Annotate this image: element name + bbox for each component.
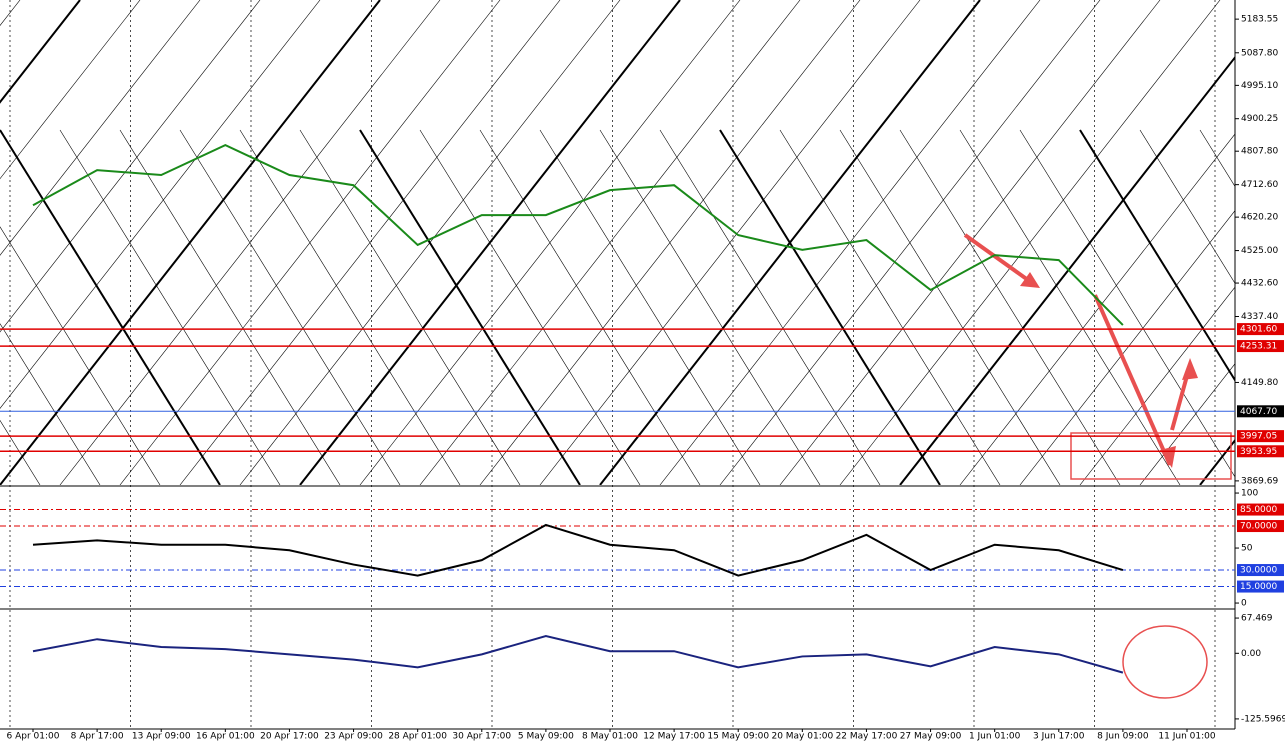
y-tick-label: 50 (1241, 544, 1253, 554)
channel-line (599, 129, 821, 485)
x-tick-label: 5 May 09:00 (518, 732, 574, 742)
channel-line (119, 129, 341, 485)
x-tick-label: 20 May 01:00 (771, 732, 833, 742)
x-tick-label: 20 Apr 17:00 (260, 732, 319, 742)
channel-line (0, 323, 101, 485)
series-line (32, 635, 1124, 674)
level-tag (1237, 580, 1284, 593)
level-tag-label: 85.0000 (1240, 505, 1277, 515)
channel-line (359, 129, 581, 485)
level-tag (1237, 520, 1284, 533)
channel-line (239, 129, 461, 485)
series-line (32, 523, 1124, 577)
channel-line (0, 0, 141, 180)
level-tag (1237, 564, 1284, 577)
channel-line (1019, 129, 1235, 478)
channels (0, 0, 1235, 485)
arrow (963, 233, 1037, 287)
y-tick-label: 67.469 (1241, 614, 1273, 624)
level-tag (1237, 503, 1284, 516)
channel-line (299, 129, 521, 485)
x-tick-label: 16 Apr 01:00 (196, 732, 255, 742)
x-tick-label: 30 Apr 17:00 (452, 732, 511, 742)
y-tick-label: 4900.25 (1241, 114, 1278, 124)
channel-line (1139, 363, 1235, 485)
y-tick-label: -125.5969 (1241, 714, 1285, 724)
channel-line (0, 0, 81, 104)
circle (1122, 625, 1208, 699)
arrow-head (1020, 272, 1040, 288)
x-tick-label: 8 May 01:00 (582, 732, 638, 742)
channel-line (479, 129, 701, 485)
x-tick-label: 22 May 17:00 (836, 732, 898, 742)
level-tag (1237, 430, 1284, 443)
channel-line (1079, 129, 1235, 383)
target-box (1070, 432, 1232, 480)
level-tag-label: 70.0000 (1240, 522, 1277, 532)
channel-line (719, 129, 941, 485)
channel-line (959, 129, 1181, 485)
x-tick-label: 1 Jun 01:00 (969, 732, 1021, 742)
x-tick-label: 8 Jun 09:00 (1097, 732, 1149, 742)
x-tick-label: 28 Apr 01:00 (388, 732, 447, 742)
y-tick-label: 4525.00 (1241, 246, 1278, 256)
y-tick-label: 3869.69 (1241, 476, 1278, 486)
channel-line (0, 226, 161, 485)
y-tick-label: 4432.60 (1241, 279, 1278, 289)
channel-line (839, 129, 1061, 485)
level-tag (1237, 340, 1284, 353)
y-tick-label: 4995.10 (1241, 81, 1278, 91)
level-tag-label: 15.0000 (1240, 582, 1277, 592)
x-tick-label: 11 Jun 01:00 (1158, 732, 1215, 742)
x-tick-label: 27 May 09:00 (900, 732, 962, 742)
y-tick-label: 0 (1241, 599, 1247, 609)
level-tag-label: 4067.70 (1240, 407, 1277, 417)
level-tag (1237, 323, 1284, 336)
level-tag (1237, 405, 1284, 418)
level-tag-label: 3997.05 (1240, 432, 1277, 442)
x-tick-label: 12 May 17:00 (643, 732, 705, 742)
channel-line (179, 129, 401, 485)
channel-line (779, 129, 1001, 485)
y-tick-label: 4807.80 (1241, 147, 1278, 157)
x-tick-label: 13 Apr 09:00 (132, 732, 191, 742)
y-tick-label: 100 (1241, 489, 1258, 499)
x-tick-label: 8 Apr 17:00 (71, 732, 124, 742)
channel-line (899, 129, 1121, 485)
channel-line (539, 129, 761, 485)
level-tag-label: 4301.60 (1240, 325, 1277, 335)
x-tick-label: 23 Apr 09:00 (324, 732, 383, 742)
y-tick-label: 4620.20 (1241, 213, 1278, 223)
level-tag-label: 4253.31 (1240, 342, 1277, 352)
channel-line (59, 129, 281, 485)
channel-line (0, 129, 221, 485)
y-tick-label: 5183.55 (1241, 15, 1278, 25)
channel-line (1139, 129, 1235, 284)
channel-line (419, 129, 641, 485)
x-tick-label: 3 Jun 17:00 (1033, 732, 1085, 742)
arrow-head (1182, 358, 1198, 380)
y-tick-label: 4337.40 (1241, 312, 1278, 322)
y-tick-label: 5087.80 (1241, 48, 1278, 58)
drawing-objects (0, 0, 1235, 729)
series-line (32, 144, 1124, 326)
level-tag (1237, 445, 1284, 458)
y-tick-label: 0.00 (1241, 649, 1261, 659)
channel-line (0, 419, 41, 485)
y-tick-label: 4712.60 (1241, 180, 1278, 190)
y-tick-label: 4149.80 (1241, 378, 1278, 388)
level-tag-label: 3953.95 (1240, 447, 1277, 457)
x-tick-label: 15 May 09:00 (707, 732, 769, 742)
level-tag-label: 30.0000 (1240, 566, 1277, 576)
x-tick-label: 6 Apr 01:00 (7, 732, 60, 742)
channel-line (659, 129, 881, 485)
